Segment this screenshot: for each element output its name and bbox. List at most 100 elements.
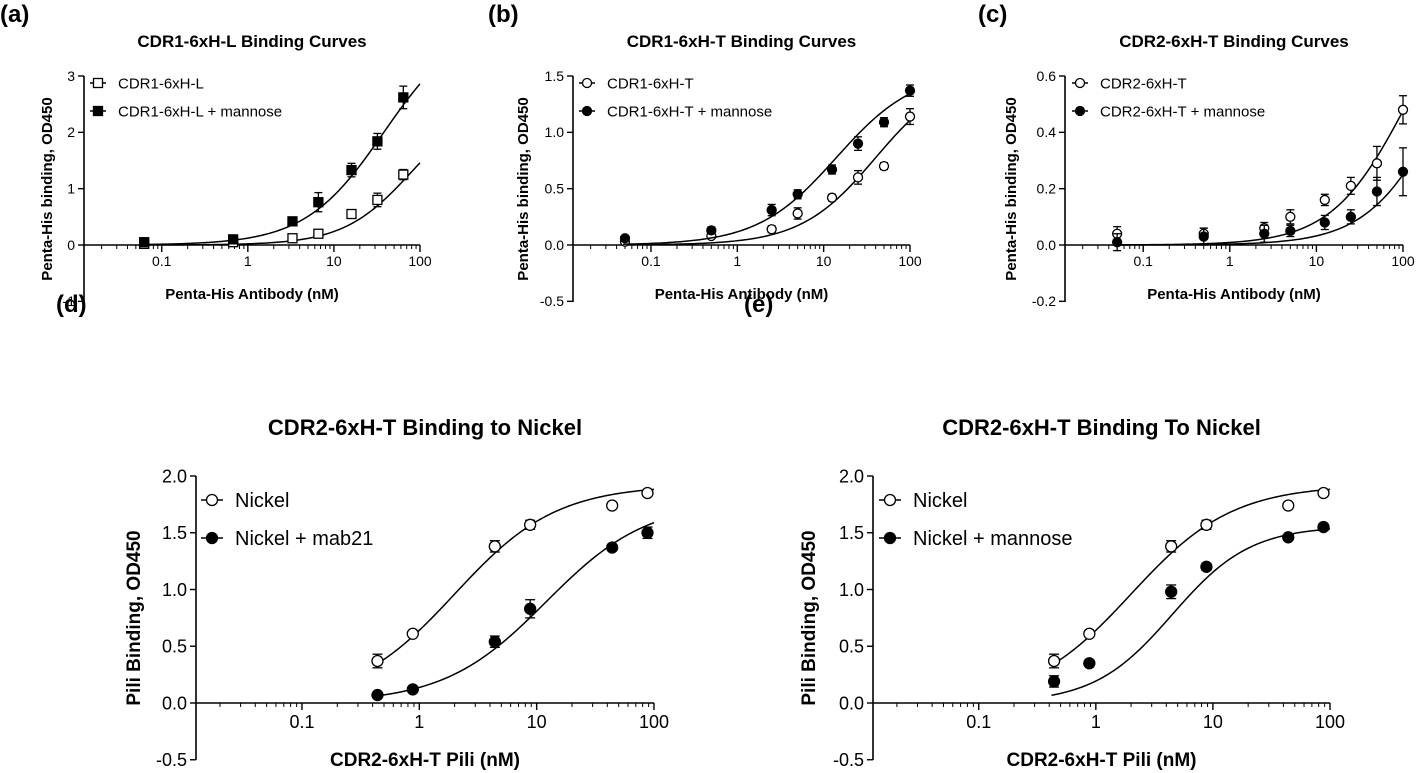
- panel-letter: (c): [978, 1, 1007, 28]
- y-tick-label: 0: [67, 237, 75, 253]
- chart-panel-a: (a) CDR1-6xH-L Binding Curves -1 0 1 2 3 0.1 1 10…: [0, 1, 432, 309]
- panel-letter: (a): [0, 1, 29, 28]
- data-point: [372, 194, 383, 206]
- data-point: [1200, 518, 1213, 531]
- data-point: [1397, 104, 1409, 115]
- series-1: [1111, 147, 1409, 252]
- x-tick-label: 0.1: [641, 253, 661, 269]
- x-axis-label: Penta-His Antibody (nM): [655, 286, 829, 303]
- data-point: [1083, 627, 1096, 640]
- fit-curve: [142, 162, 421, 246]
- y-tick-label: 1.0: [839, 580, 864, 600]
- y-tick-label: -0.5: [540, 293, 564, 309]
- x-tick-label: 0.1: [1133, 253, 1153, 269]
- data-point: [488, 635, 501, 648]
- legend-marker: [92, 105, 104, 117]
- legend-item: CDR1-6xH-L + mannose: [90, 103, 282, 120]
- legend-item: Nickel + mab21: [201, 528, 373, 550]
- x-tick-label: 0.1: [289, 712, 314, 732]
- legend-label: CDR1-6xH-L: [118, 75, 204, 92]
- fit-curve: [1115, 110, 1404, 246]
- data-point: [904, 111, 916, 122]
- data-point: [371, 688, 384, 702]
- legend-item: CDR1-6xH-L: [90, 75, 204, 92]
- chart-title: CDR1-6xH-L Binding Curves: [137, 32, 366, 51]
- data-point: [287, 233, 298, 244]
- x-tick-label: 10: [326, 253, 342, 269]
- data-point: [1111, 237, 1123, 248]
- y-tick-label: 2.0: [162, 466, 187, 486]
- y-tick-label: 1: [67, 181, 75, 197]
- legend-item: Nickel + mannose: [879, 528, 1073, 550]
- chart-panel-d: (d) CDR2-6xH-T Binding to Nickel -0.5 0.0 0.…: [56, 291, 669, 771]
- data-point: [1317, 520, 1330, 534]
- y-tick-label: -0.5: [833, 750, 864, 770]
- x-axis-label: CDR2-6xH-T Pili (nM): [1007, 750, 1197, 771]
- fit-curve: [142, 83, 421, 246]
- x-tick-label: 1: [414, 712, 424, 732]
- data-point: [346, 164, 357, 176]
- x-tick-label: 100: [1315, 712, 1345, 732]
- legend-label: Nickel: [235, 490, 289, 512]
- data-point: [371, 654, 384, 668]
- y-axis-label: Pili Binding, OD450: [799, 530, 820, 705]
- chart-title: CDR2-6xH-T Binding to Nickel: [268, 415, 582, 440]
- y-tick-label: 2: [67, 124, 75, 140]
- y-tick-label: 1.5: [545, 68, 565, 84]
- data-point: [1345, 180, 1357, 192]
- x-axis-label: CDR2-6xH-T Pili (nM): [330, 750, 520, 771]
- data-point: [406, 627, 419, 640]
- y-tick-label: 0.0: [839, 693, 864, 713]
- series-0: [1047, 486, 1331, 669]
- data-point: [1259, 228, 1270, 239]
- panel-letter: (b): [488, 1, 519, 28]
- data-point: [606, 499, 619, 512]
- data-point: [826, 164, 838, 175]
- y-tick-label: 1.5: [162, 523, 187, 543]
- data-point: [619, 233, 631, 244]
- data-point: [1285, 211, 1296, 222]
- legend-label: Nickel: [913, 490, 967, 512]
- chart-panel-e: (e) CDR2-6xH-T Binding To Nickel -0.5 0.0 0.…: [744, 291, 1345, 771]
- data-point: [641, 526, 654, 539]
- data-point: [1345, 211, 1357, 222]
- data-point: [313, 197, 324, 208]
- chart-title: CDR2-6xH-T Binding Curves: [1119, 32, 1349, 51]
- chart-title: CDR2-6xH-T Binding To Nickel: [942, 415, 1261, 440]
- panel-letter: (e): [744, 291, 773, 318]
- y-tick-label: 2.0: [839, 466, 864, 486]
- data-point: [1319, 217, 1330, 228]
- data-point: [346, 208, 357, 220]
- data-point: [287, 216, 298, 227]
- x-tick-label: 1: [244, 253, 252, 269]
- data-point: [1282, 531, 1295, 544]
- data-point: [1165, 540, 1178, 553]
- y-tick-label: 0.6: [1037, 68, 1057, 84]
- x-tick-label: 10: [816, 253, 832, 269]
- legend-marker: [883, 531, 897, 545]
- y-axis-label: Pili Binding, OD450: [124, 530, 145, 705]
- legend-label: CDR2-6xH-T: [1100, 75, 1187, 92]
- y-tick-label: 0.5: [545, 181, 565, 197]
- x-tick-label: 10: [527, 712, 547, 732]
- data-point: [398, 169, 409, 180]
- data-point: [1198, 231, 1209, 242]
- data-point: [1371, 186, 1383, 197]
- data-point: [1047, 654, 1061, 668]
- y-tick-label: 0.4: [1037, 124, 1057, 140]
- legend-item: CDR1-6xH-T: [579, 75, 694, 92]
- y-tick-label: 0.0: [162, 693, 187, 713]
- y-axis-label: Penta-His binding, OD450: [515, 97, 532, 280]
- data-point: [488, 540, 501, 553]
- chart-panel-c: (c) CDR2-6xH-T Binding Curves -0.2 0.0 0.2 0.…: [978, 1, 1415, 309]
- y-tick-label: 0.5: [839, 637, 864, 657]
- data-point: [792, 208, 803, 219]
- x-tick-label: 10: [1203, 712, 1223, 732]
- data-point: [1319, 194, 1330, 206]
- y-tick-label: -0.5: [156, 750, 187, 770]
- legend-marker: [205, 493, 219, 507]
- data-point: [641, 486, 654, 500]
- data-point: [766, 204, 777, 216]
- legend-label: CDR1-6xH-T + mannose: [607, 103, 772, 120]
